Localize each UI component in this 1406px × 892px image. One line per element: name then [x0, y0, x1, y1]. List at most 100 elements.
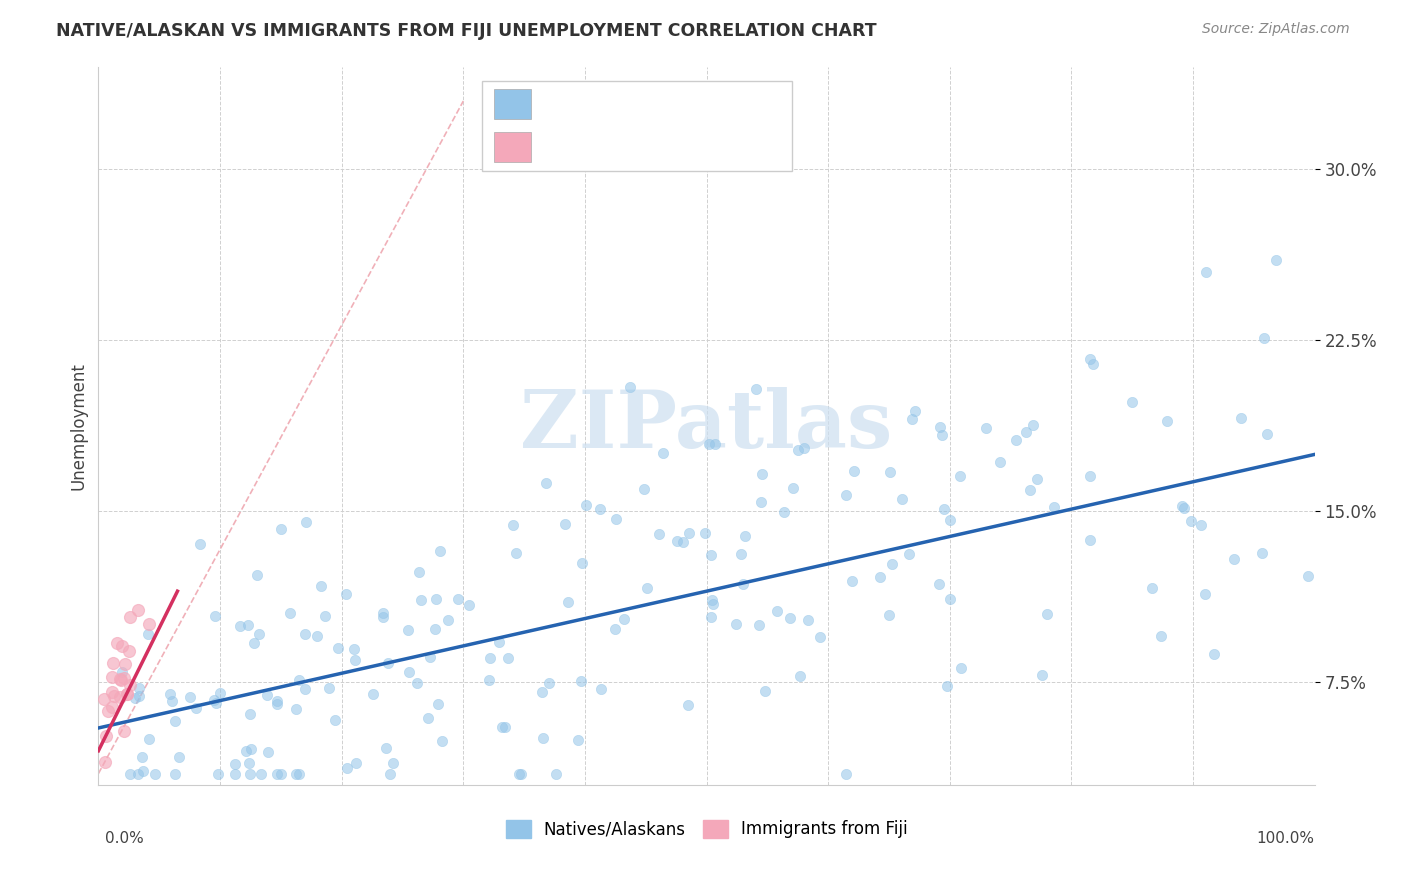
Point [224, 756, 246, 771]
Point [636, 581, 658, 595]
Point [1171, 499, 1194, 513]
Point [361, 687, 384, 701]
Point [1180, 515, 1202, 529]
Point [118, 644, 141, 658]
Point [502, 517, 524, 532]
Point [240, 742, 263, 756]
Point [425, 592, 447, 607]
Point [1156, 414, 1178, 428]
Point [294, 682, 316, 697]
Text: Source: ZipAtlas.com: Source: ZipAtlas.com [1202, 22, 1350, 37]
Point [1081, 358, 1104, 372]
Point [1005, 433, 1028, 447]
Point [207, 766, 229, 780]
Point [159, 687, 181, 701]
Point [118, 678, 141, 692]
Point [633, 482, 655, 496]
Point [699, 609, 721, 624]
Point [891, 492, 914, 507]
Point [1031, 668, 1053, 682]
Point [138, 616, 160, 631]
Point [974, 421, 997, 435]
Point [419, 650, 441, 665]
Point [773, 505, 796, 519]
Point [112, 724, 135, 739]
Point [380, 766, 402, 780]
Point [188, 537, 211, 551]
Point [285, 766, 308, 780]
Point [787, 443, 810, 458]
Point [266, 694, 288, 708]
Point [101, 700, 124, 714]
Point [429, 544, 451, 558]
Point [901, 411, 924, 425]
Point [94, 755, 117, 769]
Point [935, 679, 957, 693]
Point [882, 557, 904, 571]
Point [249, 766, 271, 780]
Point [498, 651, 520, 665]
Point [751, 467, 773, 481]
Point [284, 702, 307, 716]
Point [554, 516, 576, 531]
Point [202, 693, 225, 707]
Point [1173, 500, 1195, 515]
Point [509, 766, 531, 780]
Point [458, 599, 481, 613]
Point [754, 684, 776, 698]
Point [835, 488, 858, 502]
Point [797, 613, 820, 627]
Point [575, 498, 598, 512]
Legend: Natives/Alaskans, Immigrants from Fiji: Natives/Alaskans, Immigrants from Fiji [499, 813, 914, 845]
Point [266, 766, 288, 780]
Point [779, 611, 801, 625]
Point [256, 688, 278, 702]
Point [793, 441, 815, 455]
Point [931, 427, 953, 442]
Point [131, 750, 153, 764]
Point [163, 766, 186, 780]
Point [239, 707, 262, 722]
Point [494, 720, 516, 734]
Point [323, 713, 346, 727]
Point [280, 607, 302, 621]
Point [204, 697, 226, 711]
Point [101, 685, 124, 699]
Point [246, 567, 269, 582]
Point [702, 597, 724, 611]
Point [1253, 331, 1275, 345]
Point [112, 672, 135, 686]
Point [343, 652, 366, 666]
Point [1078, 533, 1101, 547]
Point [110, 673, 132, 687]
Point [128, 681, 150, 695]
Point [238, 756, 260, 770]
Point [939, 592, 962, 607]
Point [128, 689, 150, 703]
Point [1078, 351, 1101, 366]
Point [270, 766, 292, 780]
Point [204, 609, 226, 624]
Point [676, 698, 699, 712]
Point [531, 731, 554, 745]
Point [589, 501, 612, 516]
Point [1194, 587, 1216, 601]
Point [730, 547, 752, 561]
Point [136, 627, 159, 641]
Point [108, 690, 131, 704]
Point [243, 636, 266, 650]
Text: 100.0%: 100.0% [1257, 831, 1315, 846]
Point [179, 690, 201, 704]
Point [117, 687, 139, 701]
Point [184, 700, 207, 714]
Point [1140, 581, 1163, 595]
Point [228, 619, 250, 633]
Point [343, 641, 366, 656]
Point [478, 673, 501, 688]
Point [508, 766, 530, 780]
Point [897, 547, 920, 561]
Point [127, 766, 149, 780]
Point [1019, 483, 1042, 497]
Y-axis label: Unemployment: Unemployment [69, 362, 87, 490]
Point [841, 574, 863, 588]
